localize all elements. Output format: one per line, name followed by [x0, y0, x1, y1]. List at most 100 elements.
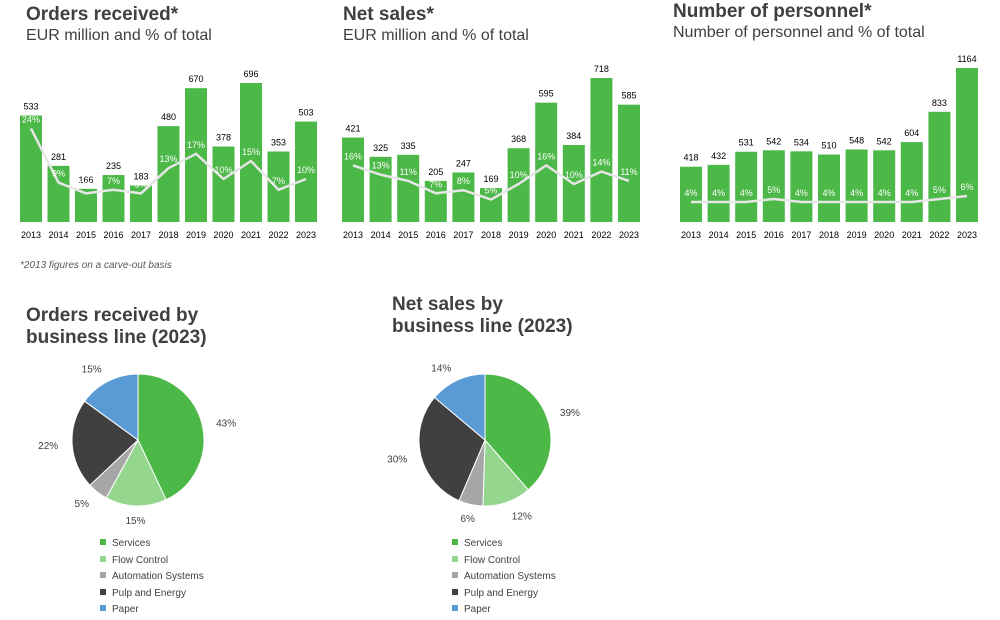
net-sales-chart: 421 2013 325 2014 335 2015 205 2016 247 2017 169 20… — [342, 64, 640, 240]
pie-slice-services — [137, 373, 205, 501]
percent-label: 10% — [565, 170, 583, 180]
percent-label: 6% — [960, 182, 973, 192]
bar-2018 — [818, 154, 840, 222]
legend-label: Paper — [464, 604, 491, 615]
legend-swatch-paper — [452, 605, 458, 612]
legend-item-flow-control: Flow Control — [452, 553, 556, 570]
x-tick-label: 2016 — [103, 230, 123, 240]
x-tick-label: 2021 — [564, 230, 584, 240]
bar-value-label: 542 — [766, 136, 781, 146]
percent-label: 6% — [79, 179, 92, 189]
bar-value-label: 604 — [904, 128, 919, 138]
bar-2016 — [762, 150, 785, 222]
percent-label: 17% — [187, 140, 205, 150]
legend-item-paper: Paper — [100, 602, 204, 619]
sales-pie-legend: Services Flow Control Automation Systems… — [452, 536, 556, 619]
bar-2013 — [680, 166, 702, 222]
legend-swatch-services — [100, 539, 106, 546]
percent-label: 11% — [400, 167, 417, 177]
bar-value-label: 166 — [78, 175, 93, 185]
pie-value-label: 22% — [38, 441, 58, 452]
percent-label: 10% — [214, 165, 232, 175]
bar-value-label: 480 — [161, 112, 176, 122]
percent-label: 4% — [822, 188, 835, 198]
bar-2015 — [735, 151, 758, 222]
pie-value-label: 39% — [560, 408, 580, 419]
x-tick-label: 2016 — [764, 230, 784, 240]
bar-2019 — [845, 149, 868, 222]
legend-item-services: Services — [100, 536, 204, 553]
bar-value-label: 533 — [23, 102, 38, 112]
x-tick-label: 2014 — [48, 230, 68, 240]
x-tick-label: 2013 — [21, 230, 41, 240]
x-tick-label: 2014 — [371, 230, 391, 240]
pie-value-label: 5% — [75, 499, 90, 510]
percent-of-total-line — [352, 164, 630, 201]
bar-value-label: 384 — [566, 131, 581, 141]
orders-chart-title: Orders received* — [26, 4, 179, 25]
percent-label: 24% — [22, 115, 40, 125]
orders-pie-title: Orders received by business line (2023) — [26, 305, 207, 349]
percent-label: 5% — [767, 185, 780, 195]
x-tick-label: 2021 — [241, 230, 261, 240]
bar-2022 — [928, 111, 951, 222]
pie-slice-pulp-and-energy — [418, 396, 486, 502]
legend-item-flow-control: Flow Control — [100, 553, 204, 570]
pie-value-label: 43% — [216, 419, 236, 430]
bar-value-label: 503 — [298, 108, 313, 118]
bar-2013 — [342, 137, 364, 222]
bar-2023 — [295, 121, 317, 222]
x-tick-label: 2017 — [453, 230, 473, 240]
pie-value-label: 15% — [125, 516, 145, 527]
bar-value-label: 378 — [216, 133, 231, 143]
bar-2015 — [75, 188, 97, 222]
legend-swatch-pulp-and-energy — [452, 588, 458, 595]
percent-label: 4% — [878, 188, 891, 198]
bar-value-label: 510 — [821, 141, 836, 151]
legend-swatch-services — [452, 539, 458, 546]
bar-2016 — [102, 175, 125, 222]
orders-pie-title-line-1: Orders received by — [26, 305, 199, 326]
sales-by-business-line-pie: 39% 12% 6% 30% 14% — [387, 364, 580, 526]
x-tick-label: 2022 — [929, 230, 949, 240]
percent-of-total-line — [691, 194, 968, 204]
legend-label: Automation Systems — [464, 571, 556, 582]
bar-value-label: 432 — [711, 151, 726, 161]
x-tick-label: 2018 — [481, 230, 501, 240]
percent-label: 7% — [107, 176, 120, 186]
pie-value-label: 14% — [431, 364, 451, 375]
percent-label: 4% — [684, 188, 697, 198]
percent-label: 4% — [712, 188, 725, 198]
bar-2015 — [397, 154, 420, 222]
pie-slice-paper — [83, 373, 139, 441]
x-tick-label: 2015 — [398, 230, 418, 240]
bar-value-label: 531 — [739, 138, 754, 148]
legend-label: Services — [112, 538, 151, 549]
bar-value-label: 247 — [456, 158, 471, 168]
bar-value-label: 670 — [188, 74, 203, 84]
x-tick-label: 2017 — [131, 230, 151, 240]
percent-label: 4% — [740, 188, 753, 198]
x-tick-label: 2019 — [186, 230, 206, 240]
legend-label: Flow Control — [464, 554, 521, 566]
sales-chart-title: Net sales* — [343, 4, 434, 25]
x-tick-label: 2020 — [536, 230, 556, 240]
bar-value-label: 368 — [511, 134, 526, 144]
legend-swatch-pulp-and-energy — [100, 588, 106, 595]
x-tick-label: 2015 — [736, 230, 756, 240]
bar-2017 — [452, 172, 475, 222]
x-tick-label: 2018 — [158, 230, 178, 240]
bar-value-label: 718 — [594, 64, 609, 74]
bar-2022 — [267, 151, 290, 222]
bar-value-label: 833 — [932, 98, 947, 108]
legend-swatch-automation-systems — [452, 572, 458, 579]
legend-label: Pulp and Energy — [112, 587, 186, 599]
legend-swatch-paper — [100, 605, 106, 612]
legend-label: Automation Systems — [112, 571, 204, 582]
percent-label: 10% — [297, 165, 315, 175]
bar-2022 — [590, 78, 613, 222]
pie-slice-paper — [433, 373, 486, 442]
pie-value-label: 12% — [512, 511, 532, 522]
percent-label: 10% — [510, 170, 528, 180]
orders-pie-legend: Services Flow Control Automation Systems… — [100, 536, 204, 619]
